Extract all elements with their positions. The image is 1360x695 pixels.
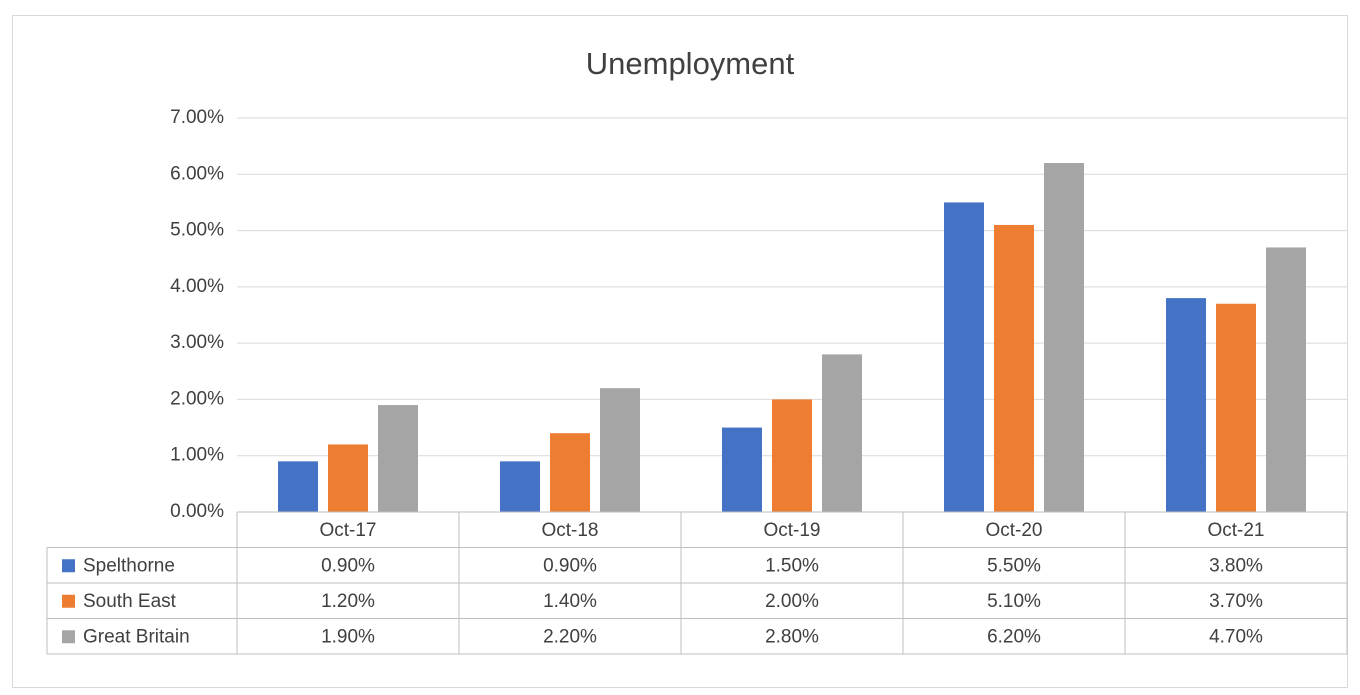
bar bbox=[1044, 163, 1084, 512]
table-cell: 4.70% bbox=[1209, 626, 1263, 647]
y-tick-label: 4.00% bbox=[170, 276, 224, 297]
bar bbox=[550, 433, 590, 512]
x-tick-label: Oct-17 bbox=[319, 520, 376, 541]
bar bbox=[1166, 298, 1206, 512]
bar bbox=[822, 354, 862, 512]
table-cell: 1.90% bbox=[321, 626, 375, 647]
bar bbox=[500, 461, 540, 512]
legend-label: Spelthorne bbox=[83, 555, 175, 576]
legend-key bbox=[62, 594, 75, 608]
bar bbox=[1216, 303, 1256, 512]
table-cell: 1.20% bbox=[321, 591, 375, 612]
y-tick-label: 1.00% bbox=[170, 445, 224, 466]
table-cell: 2.00% bbox=[765, 591, 819, 612]
bar bbox=[994, 224, 1034, 512]
table-cell: 5.50% bbox=[987, 555, 1041, 576]
x-tick-label: Oct-19 bbox=[763, 520, 820, 541]
chart-title: Unemployment bbox=[586, 46, 795, 81]
x-tick-label: Oct-18 bbox=[541, 520, 598, 541]
y-tick-label: 7.00% bbox=[170, 107, 224, 128]
y-tick-label: 6.00% bbox=[170, 163, 224, 184]
y-tick-label: 5.00% bbox=[170, 220, 224, 241]
x-tick-label: Oct-21 bbox=[1207, 520, 1264, 541]
table-cell: 2.20% bbox=[543, 626, 597, 647]
bar bbox=[722, 427, 762, 512]
y-tick-label: 3.00% bbox=[170, 332, 224, 353]
table-cell: 0.90% bbox=[543, 555, 597, 576]
table-cell: 0.90% bbox=[321, 555, 375, 576]
bar bbox=[378, 405, 418, 512]
y-tick-label: 2.00% bbox=[170, 388, 224, 409]
legend-key bbox=[62, 559, 75, 573]
x-tick-label: Oct-20 bbox=[985, 520, 1042, 541]
y-tick-label: 0.00% bbox=[170, 501, 224, 522]
bar bbox=[1266, 247, 1306, 512]
table-cell: 2.80% bbox=[765, 626, 819, 647]
legend-label: South East bbox=[83, 591, 177, 612]
table-cell: 3.70% bbox=[1209, 591, 1263, 612]
table-cell: 3.80% bbox=[1209, 555, 1263, 576]
table-cell: 1.40% bbox=[543, 591, 597, 612]
legend-label: Great Britain bbox=[83, 626, 190, 647]
bar bbox=[944, 202, 984, 512]
bar bbox=[328, 444, 368, 512]
bar bbox=[600, 388, 640, 512]
table-cell: 5.10% bbox=[987, 591, 1041, 612]
table-cell: 1.50% bbox=[765, 555, 819, 576]
table-cell: 6.20% bbox=[987, 626, 1041, 647]
bar bbox=[278, 461, 318, 512]
bar bbox=[772, 399, 812, 512]
legend-key bbox=[62, 630, 75, 644]
